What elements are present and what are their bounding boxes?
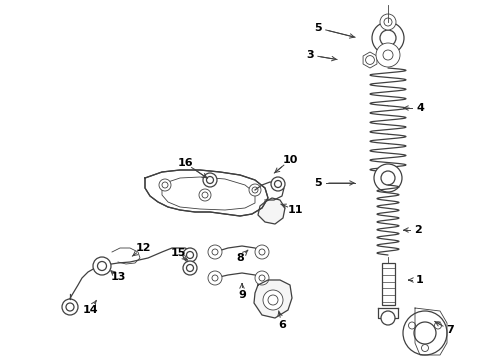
Circle shape	[62, 299, 78, 315]
Circle shape	[212, 249, 218, 255]
Circle shape	[98, 261, 106, 270]
Circle shape	[183, 248, 197, 262]
Circle shape	[259, 249, 265, 255]
Circle shape	[380, 30, 396, 46]
Circle shape	[366, 55, 374, 64]
Circle shape	[255, 271, 269, 285]
Text: 16: 16	[177, 158, 193, 168]
Circle shape	[208, 271, 222, 285]
Circle shape	[199, 189, 211, 201]
Circle shape	[203, 173, 217, 187]
Circle shape	[414, 322, 436, 344]
Text: 6: 6	[278, 320, 286, 330]
Circle shape	[381, 171, 395, 185]
Circle shape	[202, 192, 208, 198]
Text: 2: 2	[414, 225, 422, 235]
Circle shape	[208, 245, 222, 259]
Text: 3: 3	[306, 50, 314, 60]
Text: 11: 11	[287, 205, 303, 215]
Circle shape	[271, 177, 285, 191]
Text: 1: 1	[416, 275, 424, 285]
Circle shape	[187, 265, 194, 271]
Circle shape	[372, 22, 404, 54]
Circle shape	[249, 184, 261, 196]
Text: 7: 7	[446, 325, 454, 335]
Circle shape	[66, 303, 74, 311]
Circle shape	[380, 14, 396, 30]
Circle shape	[435, 322, 441, 329]
Circle shape	[383, 50, 393, 60]
Text: 5: 5	[314, 178, 322, 188]
Circle shape	[403, 311, 447, 355]
Polygon shape	[145, 170, 268, 216]
Text: 14: 14	[82, 305, 98, 315]
Circle shape	[384, 18, 392, 26]
Circle shape	[159, 179, 171, 191]
Circle shape	[93, 257, 111, 275]
Circle shape	[376, 43, 400, 67]
Bar	[382, 263, 394, 305]
Text: 10: 10	[282, 155, 298, 165]
Polygon shape	[254, 280, 292, 318]
Circle shape	[206, 176, 214, 184]
Circle shape	[212, 275, 218, 281]
Text: 13: 13	[110, 272, 126, 282]
Text: 8: 8	[236, 253, 244, 263]
Circle shape	[374, 164, 402, 192]
Circle shape	[183, 261, 197, 275]
Circle shape	[255, 245, 269, 259]
Circle shape	[274, 180, 281, 188]
Circle shape	[187, 252, 194, 258]
Text: 4: 4	[416, 103, 424, 113]
Text: 12: 12	[135, 243, 151, 253]
Circle shape	[263, 290, 283, 310]
Circle shape	[252, 187, 258, 193]
Circle shape	[162, 182, 168, 188]
Polygon shape	[258, 198, 285, 224]
Circle shape	[381, 311, 395, 325]
Text: 9: 9	[238, 290, 246, 300]
Circle shape	[268, 295, 278, 305]
Circle shape	[409, 322, 416, 329]
Circle shape	[259, 275, 265, 281]
Text: 15: 15	[171, 248, 186, 258]
Text: 5: 5	[314, 23, 322, 33]
Polygon shape	[415, 308, 447, 355]
Circle shape	[421, 345, 428, 351]
